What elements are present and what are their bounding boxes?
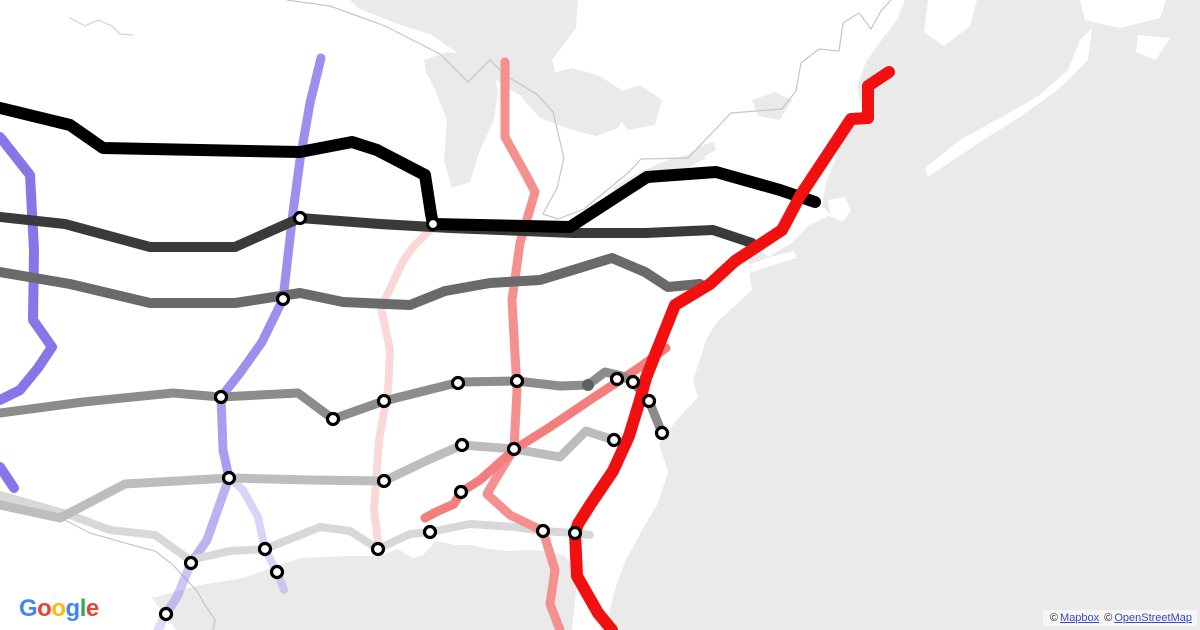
lake-michigan bbox=[424, 52, 498, 188]
border-canada bbox=[286, 0, 892, 220]
gulf-of-mexico bbox=[152, 541, 578, 630]
google-logo-letter: e bbox=[85, 595, 99, 622]
copyright-symbol: © bbox=[1049, 612, 1059, 624]
track-gray-dark[interactable] bbox=[0, 212, 757, 252]
track-point-marker[interactable] bbox=[535, 523, 551, 539]
track-point-marker[interactable] bbox=[450, 375, 466, 391]
google-logo-letter: l bbox=[79, 595, 87, 622]
track-point-marker[interactable] bbox=[506, 441, 522, 457]
track-point-marker[interactable] bbox=[609, 371, 625, 387]
track-point-marker[interactable] bbox=[567, 525, 583, 541]
track-point-marker[interactable] bbox=[370, 541, 386, 557]
cape-breton bbox=[1136, 35, 1170, 60]
st-lawrence-patch bbox=[752, 92, 792, 120]
track-point-marker[interactable] bbox=[158, 606, 174, 622]
track-point-marker[interactable] bbox=[183, 555, 199, 571]
google-logo-letter: o bbox=[51, 595, 66, 622]
track-point-marker[interactable] bbox=[292, 210, 308, 226]
track-purple-central-a[interactable] bbox=[216, 53, 326, 402]
track-point-marker[interactable] bbox=[376, 473, 392, 489]
track-point-marker[interactable] bbox=[641, 393, 657, 409]
lake-huron bbox=[522, 68, 628, 136]
georgian-bay bbox=[610, 85, 662, 130]
nova-scotia bbox=[925, 28, 1092, 177]
track-gray-light-mid[interactable] bbox=[0, 426, 619, 523]
track-point-marker[interactable] bbox=[425, 216, 441, 232]
atlantic-ocean bbox=[606, 0, 1200, 630]
track-end-dot bbox=[582, 379, 594, 391]
track-pink-faint[interactable] bbox=[370, 223, 437, 553]
track-gray-medium[interactable] bbox=[0, 253, 705, 310]
track-point-marker[interactable] bbox=[269, 564, 285, 580]
track-point-marker[interactable] bbox=[453, 484, 469, 500]
track-purple-central-c[interactable] bbox=[186, 473, 234, 568]
openstreetmap-attribution-link[interactable]: OpenStreetMap bbox=[1114, 612, 1192, 624]
track-point-marker[interactable] bbox=[257, 541, 273, 557]
track-point-marker[interactable] bbox=[625, 374, 641, 390]
track-point-marker[interactable] bbox=[376, 393, 392, 409]
new-brunswick bbox=[924, 0, 977, 46]
track-point-marker[interactable] bbox=[454, 437, 470, 453]
google-logo-letter: G bbox=[19, 595, 38, 622]
google-logo[interactable]: Google bbox=[19, 597, 99, 621]
cape-cod bbox=[828, 197, 851, 222]
track-purple-central-b[interactable] bbox=[216, 392, 234, 483]
track-purple-west-main[interactable] bbox=[0, 132, 57, 405]
track-purple-west-stub[interactable] bbox=[0, 462, 19, 493]
track-gray-light-south[interactable] bbox=[0, 491, 594, 564]
track-black-north[interactable] bbox=[0, 102, 821, 233]
river-top-left bbox=[69, 17, 134, 36]
google-logo-letter: o bbox=[37, 595, 52, 622]
track-point-marker[interactable] bbox=[213, 389, 229, 405]
lake-ontario bbox=[683, 142, 716, 164]
track-point-marker[interactable] bbox=[275, 291, 291, 307]
track-point-marker[interactable] bbox=[509, 373, 525, 389]
track-point-marker[interactable] bbox=[606, 432, 622, 448]
long-island bbox=[746, 251, 797, 273]
mapbox-attribution-link[interactable]: Mapbox bbox=[1060, 612, 1100, 624]
track-point-marker[interactable] bbox=[221, 470, 237, 486]
track-pink-main[interactable] bbox=[482, 57, 565, 630]
track-point-marker[interactable] bbox=[325, 411, 341, 427]
track-point-marker[interactable] bbox=[422, 524, 438, 540]
copyright-symbol: © bbox=[1104, 612, 1113, 624]
prince-edward-island bbox=[1080, 0, 1166, 28]
track-point-marker[interactable] bbox=[654, 425, 670, 441]
map-attribution: © Mapbox © OpenStreetMap bbox=[1042, 610, 1197, 626]
google-logo-letter: g bbox=[65, 595, 81, 622]
